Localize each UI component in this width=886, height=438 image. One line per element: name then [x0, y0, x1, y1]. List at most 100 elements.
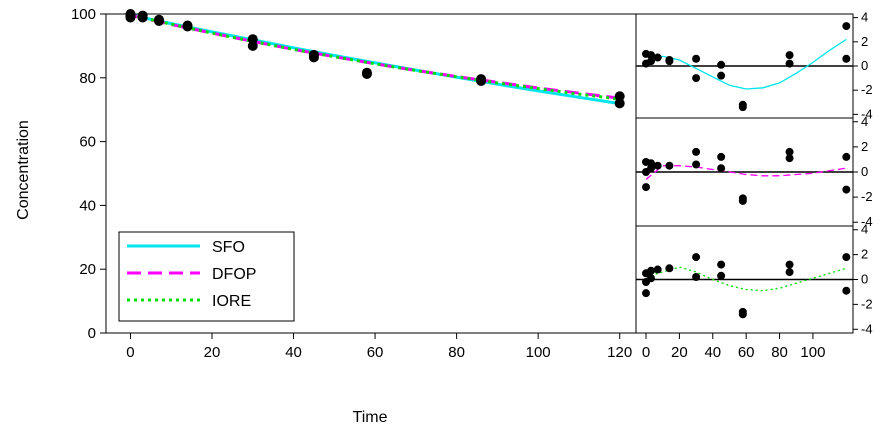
residual-point	[785, 59, 794, 68]
y-tick-label: 60	[79, 134, 96, 151]
residual-y-tick-label: 2	[861, 34, 868, 49]
observation-point	[614, 98, 625, 109]
legend-label-dfop: DFOP	[212, 266, 256, 283]
observation-point	[361, 67, 372, 78]
residual-y-tick-label: -2	[861, 296, 873, 311]
residual-point	[785, 154, 794, 163]
residual-point	[717, 71, 726, 80]
observation-point	[137, 12, 148, 23]
residual-y-tick-label: -2	[861, 82, 873, 97]
residual-x-tick-label: 0	[642, 344, 650, 361]
y-tick-label: 40	[79, 197, 96, 214]
x-tick-label: 120	[607, 344, 632, 361]
residual-trend-sfo	[645, 38, 847, 90]
residual-y-tick-label: 0	[861, 272, 868, 287]
residual-point	[785, 268, 794, 277]
legend-label-iore: IORE	[212, 293, 251, 310]
main-plot-panel: 0 20 40 60 80 100 0 20 40 60 80 100 120 SFO DFOP IORE	[71, 6, 637, 361]
residual-y-tick-label: -4	[861, 106, 873, 121]
residual-point	[665, 57, 674, 66]
residual-point	[717, 271, 726, 280]
fit-line-sfo	[130, 13, 620, 106]
residual-point	[647, 164, 656, 173]
residual-point	[842, 286, 851, 295]
x-tick-label: 40	[285, 344, 302, 361]
residual-x-tick-label: 80	[771, 344, 788, 361]
residual-y-tick-label: 0	[861, 58, 868, 73]
residual-point	[842, 253, 851, 262]
residual-y-tick-label: 4	[861, 10, 868, 25]
residual-point	[642, 289, 651, 298]
residual-point	[653, 265, 662, 274]
residual-y-tick-label: -4	[861, 214, 873, 229]
residual-point	[717, 152, 726, 161]
residual-x-tick-label: 60	[738, 344, 755, 361]
fit-line-dfop	[130, 13, 620, 100]
x-axis-title: Time	[353, 409, 388, 426]
observation-point	[476, 74, 487, 85]
residual-panel-sfo: -4 -2 0 2 4	[635, 10, 873, 121]
residual-y-tick-label: -2	[861, 189, 873, 204]
residual-panel-iore: -4 -2 0 2 4	[635, 222, 873, 336]
residual-point	[692, 273, 701, 282]
fit-line-iore	[130, 13, 620, 101]
residual-point	[653, 161, 662, 170]
residual-point	[738, 196, 747, 205]
residual-point	[717, 164, 726, 173]
residual-point	[692, 147, 701, 156]
residual-point	[647, 274, 656, 283]
residual-point	[738, 310, 747, 319]
observation-point	[182, 20, 193, 31]
y-tick-label: 0	[88, 325, 96, 342]
residual-point	[842, 152, 851, 161]
y-tick-label: 20	[79, 261, 96, 278]
observation-point	[247, 40, 258, 51]
residual-point	[665, 264, 674, 273]
x-tick-label: 60	[367, 344, 384, 361]
residual-y-tick-label: 2	[861, 139, 868, 154]
observation-point	[614, 91, 625, 102]
observation-point	[154, 16, 164, 27]
residual-point	[647, 57, 656, 66]
y-axis-title: Concentration	[15, 120, 32, 220]
residual-y-tick-label: 4	[861, 114, 868, 129]
residual-point	[642, 183, 651, 192]
legend: SFO DFOP IORE	[118, 231, 295, 322]
residual-point	[692, 54, 701, 63]
residual-trend-dfop	[645, 165, 847, 181]
residual-point	[653, 53, 662, 62]
x-tick-label: 0	[126, 344, 134, 361]
residual-x-tick-label: 100	[800, 344, 825, 361]
residual-point	[647, 51, 656, 60]
residual-point	[692, 253, 701, 262]
residual-point	[717, 60, 726, 69]
residual-point	[842, 54, 851, 63]
residual-point	[665, 161, 674, 170]
residual-y-tick-label: 4	[861, 222, 868, 237]
residual-point	[717, 260, 726, 269]
residual-y-tick-label: -4	[861, 321, 873, 336]
y-tick-label: 100	[71, 6, 96, 23]
x-tick-label: 20	[204, 344, 221, 361]
residual-point	[692, 160, 701, 169]
residual-panel-dfop: -4 -2 0 2 4	[635, 114, 873, 229]
y-tick-label: 80	[79, 70, 96, 87]
residual-y-tick-label: 2	[861, 247, 868, 262]
residual-point	[692, 74, 701, 83]
residual-y-tick-label: 0	[861, 164, 868, 179]
residual-point	[785, 260, 794, 269]
residual-point	[785, 51, 794, 60]
legend-label-sfo: SFO	[212, 239, 245, 256]
residual-x-tick-label: 20	[671, 344, 688, 361]
residual-point	[738, 103, 747, 112]
x-tick-label: 100	[526, 344, 551, 361]
residual-point	[842, 185, 851, 194]
residual-point	[647, 266, 656, 275]
residual-point	[785, 147, 794, 156]
observation-point	[308, 52, 319, 63]
residual-point	[842, 22, 851, 31]
residual-trend-iore	[645, 266, 847, 292]
observation-point	[125, 10, 136, 21]
